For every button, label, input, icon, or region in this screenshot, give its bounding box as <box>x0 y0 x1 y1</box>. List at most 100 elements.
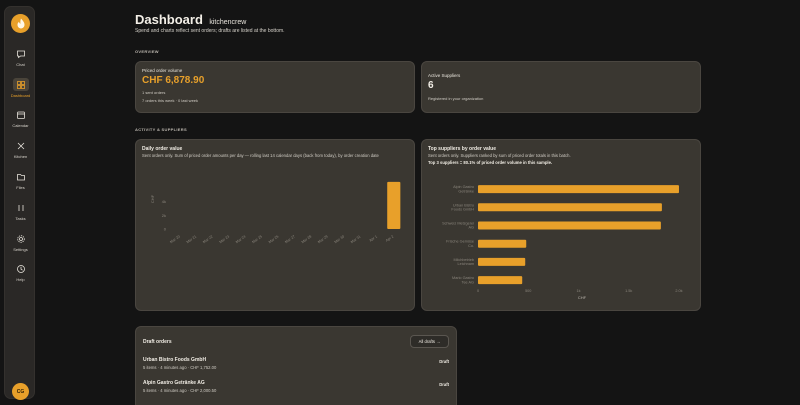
chart-bar <box>478 257 526 266</box>
chart-bar <box>478 239 527 248</box>
sidebar-item-label: Dashboard <box>10 93 31 98</box>
kpi-value: CHF 6,878.90 <box>142 75 205 86</box>
chart-title: Top suppliers by order value <box>428 146 496 152</box>
y-tick-label: 4k <box>162 199 166 204</box>
x-tick-label: Mar 21 <box>186 235 197 245</box>
draft-meta: 5 items · 4 minutes ago · CHF 2,000.50 <box>143 388 217 393</box>
chart-title: Daily order value <box>142 146 183 152</box>
kitchen-icon <box>15 140 27 152</box>
draft-status-badge: Draft <box>439 359 449 364</box>
x-tick-label: Mar 26 <box>268 235 279 245</box>
top-suppliers-chart-card: Top suppliers by order value Sent orders… <box>421 139 701 311</box>
draft-orders-title: Draft orders <box>143 339 172 345</box>
user-avatar[interactable]: CG <box>12 383 29 400</box>
chart-bar <box>478 203 662 212</box>
x-tick-label: Mar 27 <box>284 235 295 245</box>
section-overview: OVERVIEW <box>135 49 159 54</box>
chart-summary: Top 3 suppliers = 80.1% of priced order … <box>428 160 553 165</box>
sidebar-item-label: Chat <box>16 62 25 67</box>
y-tick-label: Mario Gastro Tee AG <box>452 276 474 284</box>
x-tick-label: Mar 29 <box>317 235 328 245</box>
x-tick-label: 1.5k <box>625 289 632 293</box>
x-axis-label: CHF <box>578 295 587 300</box>
page-title-text: Dashboard <box>135 12 203 27</box>
x-tick-label: 0 <box>477 289 479 293</box>
x-tick-label: Mar 20 <box>169 235 180 245</box>
chart-bar <box>387 181 401 229</box>
draft-status-badge: Draft <box>439 382 449 387</box>
y-tick-label: Frische Gemüse Co. <box>446 240 474 248</box>
sidebar-item-dashboard[interactable]: Dashboard <box>5 78 36 98</box>
x-tick-label: Mar 23 <box>219 235 230 245</box>
gear-icon <box>15 233 27 245</box>
sidebar-item-chat[interactable]: Chat <box>5 48 36 67</box>
x-tick-label: Mar 31 <box>350 235 361 245</box>
draft-supplier-name: Urban Bistro Foods GmbH <box>143 357 207 363</box>
sidebar-item-label: Tasks <box>15 216 26 221</box>
kpi-priced-volume-card: Priced order volume CHF 6,878.90 1 sent … <box>135 61 415 113</box>
page-title: Dashboard kitchencrew <box>135 11 246 29</box>
kpi-label: Active Suppliers <box>428 73 461 78</box>
x-tick-label: Apr 1 <box>369 235 378 243</box>
draft-orders-card: Draft orders All drafts → Urban Bistro F… <box>135 326 457 405</box>
sidebar-item-label: Files <box>16 185 25 190</box>
draft-row[interactable]: Alpin Gastro Getränke AG 5 items · 4 min… <box>143 380 451 393</box>
sidebar-item-kitchen[interactable]: Kitchen <box>5 140 36 159</box>
draft-supplier-name: Alpin Gastro Getränke AG <box>143 380 205 386</box>
chart-description: Sent orders only. Suppliers ranked by su… <box>428 153 571 158</box>
x-tick-label: Mar 30 <box>334 235 345 245</box>
y-tick-label: Urban Bistro Foods GmbH <box>451 203 474 211</box>
draft-row[interactable]: Urban Bistro Foods GmbH 5 items · 4 minu… <box>143 357 451 370</box>
daily-chart-svg: 4k 2k 0 CHF Mar 20 Mar 21 Mar 22 Mar 23 Mar 24 Ma… <box>150 181 401 245</box>
x-tick-label: 1k <box>576 289 580 293</box>
sidebar-item-files[interactable]: Files <box>5 171 36 190</box>
kpi-note: 7 orders this week · 0 last week <box>142 98 199 103</box>
chart-bar <box>478 276 523 285</box>
sidebar: Chat Dashboard Calendar Kitchen Files <box>4 6 36 400</box>
y-tick-label: 0 <box>164 227 167 232</box>
x-tick-label: Mar 22 <box>202 235 213 245</box>
kpi-label: Priced order volume <box>142 68 183 73</box>
flame-logo-icon <box>17 18 24 29</box>
sidebar-item-label: Settings <box>13 247 28 252</box>
x-tick-label: Mar 28 <box>301 235 312 245</box>
chat-icon <box>15 48 27 60</box>
x-tick-label: Apr 2 <box>385 235 394 243</box>
x-tick-label: Mar 24 <box>235 235 246 245</box>
sidebar-item-help[interactable]: Help <box>5 263 36 282</box>
sidebar-item-settings[interactable]: Settings <box>5 233 36 252</box>
y-axis-label: CHF <box>150 194 155 203</box>
sidebar-item-label: Calendar <box>12 123 29 128</box>
x-tick-label: Mar 25 <box>251 235 262 245</box>
help-icon <box>15 263 27 275</box>
x-tick-label: 2.0k <box>675 289 682 293</box>
all-drafts-button[interactable]: All drafts → <box>410 335 449 348</box>
calendar-icon <box>15 109 27 121</box>
y-tick-label: 2k <box>162 213 166 218</box>
kpi-note: Registered in your organization <box>428 96 484 101</box>
tasks-icon <box>15 202 27 214</box>
chart-bar <box>478 221 661 230</box>
section-activity: ACTIVITY & SUPPLIERS <box>135 127 187 132</box>
kpi-value: 6 <box>428 80 434 91</box>
suppliers-chart-svg: Alpin Gastro Getränke Urban Bistro Foods Gm… <box>442 185 683 300</box>
app-logo[interactable] <box>11 14 30 33</box>
y-tick-label: Schweiz Metzgerei AG <box>442 222 474 230</box>
sidebar-item-label: Help <box>16 277 25 282</box>
chart-bar <box>478 185 679 194</box>
chart-description: Sent orders only. Sum of priced order am… <box>142 153 379 158</box>
page-subtitle: Spend and charts reflect sent orders; dr… <box>135 28 285 34</box>
org-name: kitchencrew <box>209 19 247 26</box>
draft-meta: 5 items · 4 minutes ago · CHF 1,752.00 <box>143 365 217 370</box>
sidebar-item-calendar[interactable]: Calendar <box>5 109 36 128</box>
sidebar-item-tasks[interactable]: Tasks <box>5 202 36 221</box>
dashboard-icon <box>12 78 29 91</box>
kpi-note: 1 sent orders <box>142 90 166 95</box>
daily-order-chart-card: Daily order value Sent orders only. Sum … <box>135 139 415 311</box>
sidebar-item-label: Kitchen <box>13 154 28 159</box>
y-tick-label: Alpin Gastro Getränke <box>453 185 474 193</box>
x-tick-label: 500 <box>525 289 531 293</box>
folder-icon <box>15 171 27 183</box>
kpi-active-suppliers-card: Active Suppliers 6 Registered in your or… <box>421 61 701 113</box>
